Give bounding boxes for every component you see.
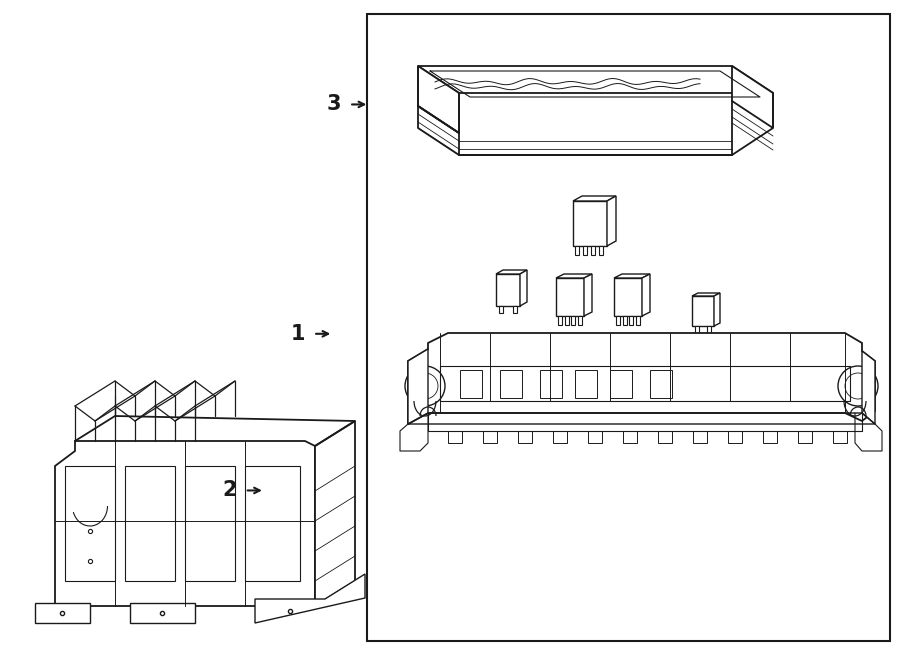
Bar — [540, 370, 562, 398]
Polygon shape — [408, 349, 428, 424]
Polygon shape — [496, 270, 527, 274]
Bar — [572, 316, 575, 325]
Bar — [623, 431, 637, 443]
Polygon shape — [408, 333, 875, 424]
Bar — [636, 316, 640, 325]
Polygon shape — [556, 274, 592, 278]
Bar — [513, 306, 517, 313]
Bar — [614, 278, 642, 316]
Bar — [658, 431, 672, 443]
Polygon shape — [584, 274, 592, 316]
Polygon shape — [255, 574, 365, 623]
Bar — [564, 316, 569, 325]
Polygon shape — [573, 196, 616, 201]
Bar — [367, 14, 890, 641]
Bar — [448, 431, 462, 443]
Polygon shape — [692, 293, 720, 296]
Bar — [575, 370, 597, 398]
Bar — [558, 316, 562, 325]
Bar — [692, 296, 714, 326]
Bar — [833, 431, 847, 443]
Polygon shape — [642, 274, 650, 316]
Polygon shape — [732, 66, 773, 128]
Bar — [573, 201, 607, 246]
Bar — [578, 316, 582, 325]
Polygon shape — [862, 351, 875, 424]
Bar — [496, 274, 520, 306]
Bar — [518, 431, 532, 443]
Polygon shape — [614, 274, 650, 278]
Bar — [599, 246, 603, 255]
Bar — [591, 246, 595, 255]
Bar — [499, 306, 503, 313]
Bar — [728, 431, 742, 443]
Bar — [556, 278, 584, 316]
Polygon shape — [418, 66, 459, 133]
Text: 3: 3 — [327, 95, 341, 114]
Bar — [763, 431, 777, 443]
Bar — [588, 431, 602, 443]
Bar — [707, 326, 711, 333]
Bar — [695, 326, 699, 333]
Bar — [460, 370, 482, 398]
Text: 1: 1 — [291, 324, 305, 344]
Polygon shape — [520, 270, 527, 306]
Bar — [575, 246, 579, 255]
Polygon shape — [607, 196, 616, 246]
Bar — [483, 431, 497, 443]
Polygon shape — [315, 421, 355, 606]
Bar — [610, 370, 632, 398]
Bar — [500, 370, 522, 398]
Bar — [616, 316, 620, 325]
Bar — [798, 431, 812, 443]
Bar — [125, 466, 175, 581]
Text: 2: 2 — [222, 481, 237, 500]
Polygon shape — [418, 66, 773, 93]
Bar — [553, 431, 567, 443]
Bar — [629, 316, 634, 325]
Bar — [650, 370, 672, 398]
Polygon shape — [130, 603, 195, 623]
Bar — [185, 466, 235, 581]
Bar — [65, 466, 115, 581]
Polygon shape — [35, 603, 90, 623]
Bar — [583, 246, 587, 255]
Polygon shape — [714, 293, 720, 326]
Bar — [245, 466, 300, 581]
Bar — [623, 316, 626, 325]
Bar — [693, 431, 707, 443]
Polygon shape — [55, 441, 315, 606]
